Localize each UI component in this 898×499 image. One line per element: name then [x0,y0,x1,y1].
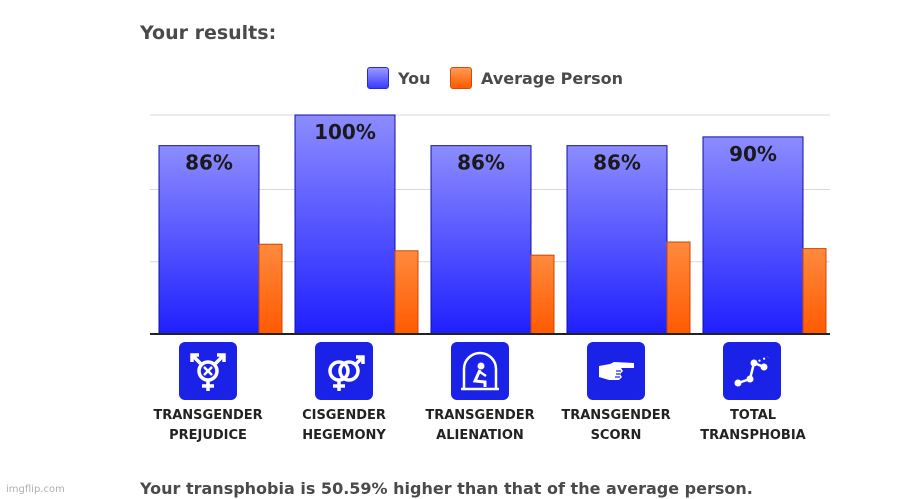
interlocked-gender-icon [315,342,373,400]
bar-average [258,243,283,335]
bar-value-label: 100% [314,120,376,144]
category-label-line: ALIENATION [436,428,524,443]
bar-you [566,145,668,335]
legend-you-label: You [398,68,431,88]
category-label-line: CISGENDER [302,408,386,423]
pointing-hand-icon [587,342,645,400]
bar-value-label: 86% [593,151,641,175]
legend-average: Average Person [450,66,623,90]
category-label-line: TRANSGENDER [425,408,535,423]
bar-average [666,241,691,335]
bar-value-label: 86% [185,151,233,175]
bar-value-label: 86% [457,151,505,175]
bar-you [702,136,804,335]
category-label-scorn: TRANSGENDER SCORN [551,406,681,446]
bar-you [430,145,532,335]
category-label-line: TRANSGENDER [561,408,671,423]
bar-average [802,248,827,335]
isolated-person-icon [451,342,509,400]
bar-chart: 86% 100% 86% 86% 90% [150,114,830,335]
bar-average [394,250,419,335]
summary-text: Your transphobia is 50.59% higher than t… [140,479,753,498]
category-label-line: TRANSGENDER [153,408,263,423]
category-label-hegemony: CISGENDER HEGEMONY [279,406,409,446]
bar-you [294,114,396,335]
legend-you: You [367,66,431,90]
category-label-alienation: TRANSGENDER ALIENATION [415,406,545,446]
results-heading: Your results: [140,22,277,44]
category-label-line: TRANSPHOBIA [700,428,806,443]
category-label-line: HEGEMONY [302,428,386,443]
line-graph-icon [723,342,781,400]
legend-average-label: Average Person [481,68,624,88]
category-label-prejudice: TRANSGENDER PREJUDICE [143,406,273,446]
category-label-line: TOTAL [729,408,777,423]
category-label-line: PREJUDICE [169,428,247,443]
bar-value-label: 90% [729,142,777,166]
transgender-symbol-icon [179,342,237,400]
legend-you-swatch [367,67,389,89]
legend-average-swatch [450,67,472,89]
bar-you [158,145,260,335]
category-label-total: TOTAL TRANSPHOBIA [688,406,818,446]
bar-average [530,254,555,335]
watermark: imgflip.com [6,484,65,495]
category-label-line: SCORN [590,428,642,443]
